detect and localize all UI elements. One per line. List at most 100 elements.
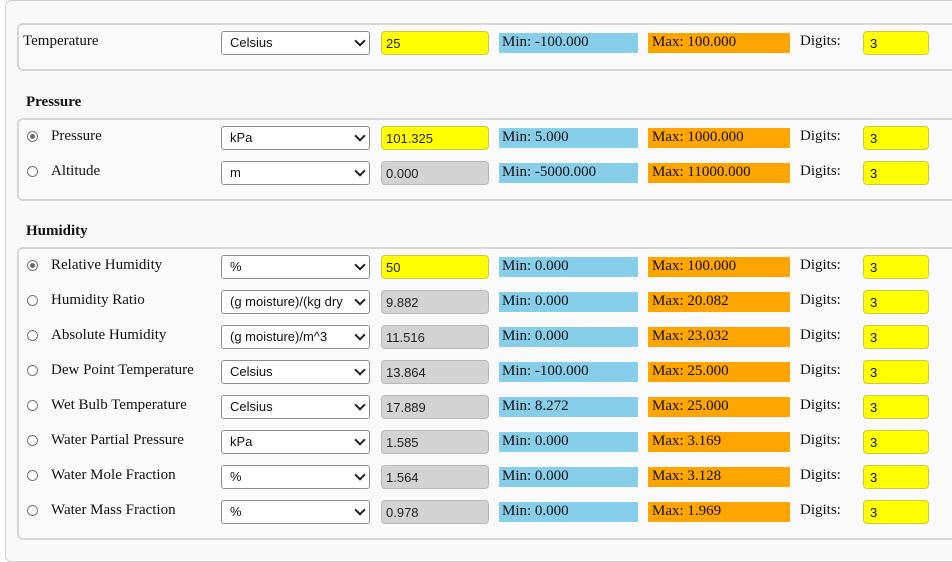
water-partial-pressure-unit-select[interactable]: kPa — [221, 430, 370, 454]
digits-label: Digits: — [800, 33, 841, 49]
dew-point-temperature-label: Dew Point Temperature — [51, 362, 194, 378]
water-mole-fraction-unit-select[interactable]: % — [221, 465, 370, 489]
absolute-humidity-max-badge: Max: 23.032 — [648, 327, 790, 347]
humidity-ratio-value-input[interactable]: 9.882 — [381, 290, 489, 314]
humidity-ratio-max-badge: Max: 20.082 — [648, 292, 790, 312]
altitude-min-badge: Min: -5000.000 — [499, 163, 638, 183]
absolute-humidity-label: Absolute Humidity — [51, 327, 167, 343]
altitude-unit-value: m — [230, 165, 241, 180]
chevron-down-icon — [354, 399, 366, 411]
absolute-humidity-unit-select[interactable]: (g moisture)/m^3 — [221, 325, 370, 349]
humidity-ratio-radio[interactable] — [27, 295, 38, 306]
water-partial-pressure-label: Water Partial Pressure — [51, 432, 184, 448]
relative-humidity-radio[interactable] — [27, 260, 38, 271]
dew-point-temperature-unit-select[interactable]: Celsius — [221, 360, 370, 384]
wet-bulb-temperature-radio[interactable] — [27, 400, 38, 411]
relative-humidity-max-badge: Max: 100.000 — [648, 257, 790, 277]
wet-bulb-temperature-max-badge: Max: 25.000 — [648, 397, 790, 417]
dew-point-temperature-value-input[interactable]: 13.864 — [381, 360, 489, 384]
chevron-down-icon — [354, 165, 366, 177]
water-mass-fraction-value-input[interactable]: 0.978 — [381, 500, 489, 524]
pressure-radio[interactable] — [27, 131, 38, 142]
temperature-value-input[interactable]: 25 — [381, 31, 489, 55]
wet-bulb-temperature-value-input[interactable]: 17.889 — [381, 395, 489, 419]
absolute-humidity-value-input[interactable]: 11.516 — [381, 325, 489, 349]
humidity-ratio-unit-select[interactable]: (g moisture)/(kg dry — [221, 290, 370, 314]
pressure-value-input[interactable]: 101.325 — [381, 126, 489, 150]
digits-label: Digits: — [800, 163, 841, 179]
water-partial-pressure-row: Water Partial Pressure kPa 1.585 Min: 0.000… — [0, 430, 952, 454]
temperature-unit-value: Celsius — [230, 35, 273, 50]
water-mole-fraction-min-badge: Min: 0.000 — [499, 467, 638, 487]
water-partial-pressure-min-badge: Min: 0.000 — [499, 432, 638, 452]
chevron-down-icon — [354, 35, 366, 47]
altitude-digits-input[interactable]: 3 — [863, 161, 929, 185]
relative-humidity-row: Relative Humidity% 50 Min: 0.000 Max: 100.0… — [0, 255, 952, 279]
chevron-down-icon — [354, 259, 366, 271]
dew-point-temperature-unit-value: Celsius — [230, 364, 273, 379]
altitude-label: Altitude — [51, 163, 101, 179]
dew-point-temperature-max-badge: Max: 25.000 — [648, 362, 790, 382]
altitude-row: Altitude m 0.000 Min: -5000.000 Max: 11000.0… — [0, 161, 952, 185]
wet-bulb-temperature-label: Wet Bulb Temperature — [51, 397, 187, 413]
relative-humidity-value-input[interactable]: 50 — [381, 255, 489, 279]
digits-label: Digits: — [800, 397, 841, 413]
wet-bulb-temperature-unit-select[interactable]: Celsius — [221, 395, 370, 419]
water-partial-pressure-max-badge: Max: 3.169 — [648, 432, 790, 452]
water-mass-fraction-radio[interactable] — [27, 505, 38, 516]
dew-point-temperature-min-badge: Min: -100.000 — [499, 362, 638, 382]
water-mole-fraction-label: Water Mole Fraction — [51, 467, 176, 483]
altitude-unit-select[interactable]: m — [221, 161, 370, 185]
chevron-down-icon — [354, 504, 366, 516]
absolute-humidity-unit-value: (g moisture)/m^3 — [230, 329, 328, 344]
altitude-radio[interactable] — [27, 166, 38, 177]
pressure-digits-input[interactable]: 3 — [863, 126, 929, 150]
pressure-unit-value: kPa — [230, 130, 253, 145]
water-partial-pressure-value-input[interactable]: 1.585 — [381, 430, 489, 454]
water-mole-fraction-radio[interactable] — [27, 470, 38, 481]
water-partial-pressure-digits-input[interactable]: 3 — [863, 430, 929, 454]
digits-label: Digits: — [800, 292, 841, 308]
dew-point-temperature-radio[interactable] — [27, 365, 38, 376]
water-mole-fraction-row: Water Mole Fraction% 1.564 Min: 0.000 Max: … — [0, 465, 952, 489]
altitude-value-input[interactable]: 0.000 — [381, 161, 489, 185]
chevron-down-icon — [354, 294, 366, 306]
altitude-max-badge: Max: 11000.000 — [648, 163, 790, 183]
relative-humidity-unit-value: % — [230, 259, 242, 274]
pressure-unit-select[interactable]: kPa — [221, 126, 370, 150]
relative-humidity-label: Relative Humidity — [51, 257, 163, 273]
absolute-humidity-radio[interactable] — [27, 330, 38, 341]
relative-humidity-unit-select[interactable]: % — [221, 255, 370, 279]
chevron-down-icon — [354, 469, 366, 481]
relative-humidity-min-badge: Min: 0.000 — [499, 257, 638, 277]
temperature-digits-input[interactable]: 3 — [863, 31, 929, 55]
water-mass-fraction-max-badge: Max: 1.969 — [648, 502, 790, 522]
temperature-row: Temperature Celsius 25 Min: -100.000 Max… — [0, 31, 952, 55]
pressure-max-badge: Max: 1000.000 — [648, 128, 790, 148]
chevron-down-icon — [354, 130, 366, 142]
temperature-min-badge: Min: -100.000 — [499, 33, 638, 53]
digits-label: Digits: — [800, 467, 841, 483]
wet-bulb-temperature-row: Wet Bulb Temperature Celsius 17.889 Min: 8.… — [0, 395, 952, 419]
digits-label: Digits: — [800, 257, 841, 273]
digits-label: Digits: — [800, 502, 841, 518]
water-mole-fraction-value-input[interactable]: 1.564 — [381, 465, 489, 489]
water-mass-fraction-unit-select[interactable]: % — [221, 500, 370, 524]
humidity-ratio-row: Humidity Ratio (g moisture)/(kg dry 9.882 M… — [0, 290, 952, 314]
absolute-humidity-row: Absolute Humidity (g moisture)/m^3 11.516 M… — [0, 325, 952, 349]
water-partial-pressure-radio[interactable] — [27, 435, 38, 446]
absolute-humidity-digits-input[interactable]: 3 — [863, 325, 929, 349]
relative-humidity-digits-input[interactable]: 3 — [863, 255, 929, 279]
chevron-down-icon — [354, 434, 366, 446]
pressure-min-badge: Min: 5.000 — [499, 128, 638, 148]
pressure-section-title: Pressure — [26, 94, 82, 110]
digits-label: Digits: — [800, 327, 841, 343]
water-mole-fraction-digits-input[interactable]: 3 — [863, 465, 929, 489]
wet-bulb-temperature-unit-value: Celsius — [230, 399, 273, 414]
water-mass-fraction-label: Water Mass Fraction — [51, 502, 176, 518]
dew-point-temperature-digits-input[interactable]: 3 — [863, 360, 929, 384]
water-mass-fraction-digits-input[interactable]: 3 — [863, 500, 929, 524]
humidity-ratio-digits-input[interactable]: 3 — [863, 290, 929, 314]
wet-bulb-temperature-digits-input[interactable]: 3 — [863, 395, 929, 419]
temperature-unit-select[interactable]: Celsius — [221, 31, 370, 55]
